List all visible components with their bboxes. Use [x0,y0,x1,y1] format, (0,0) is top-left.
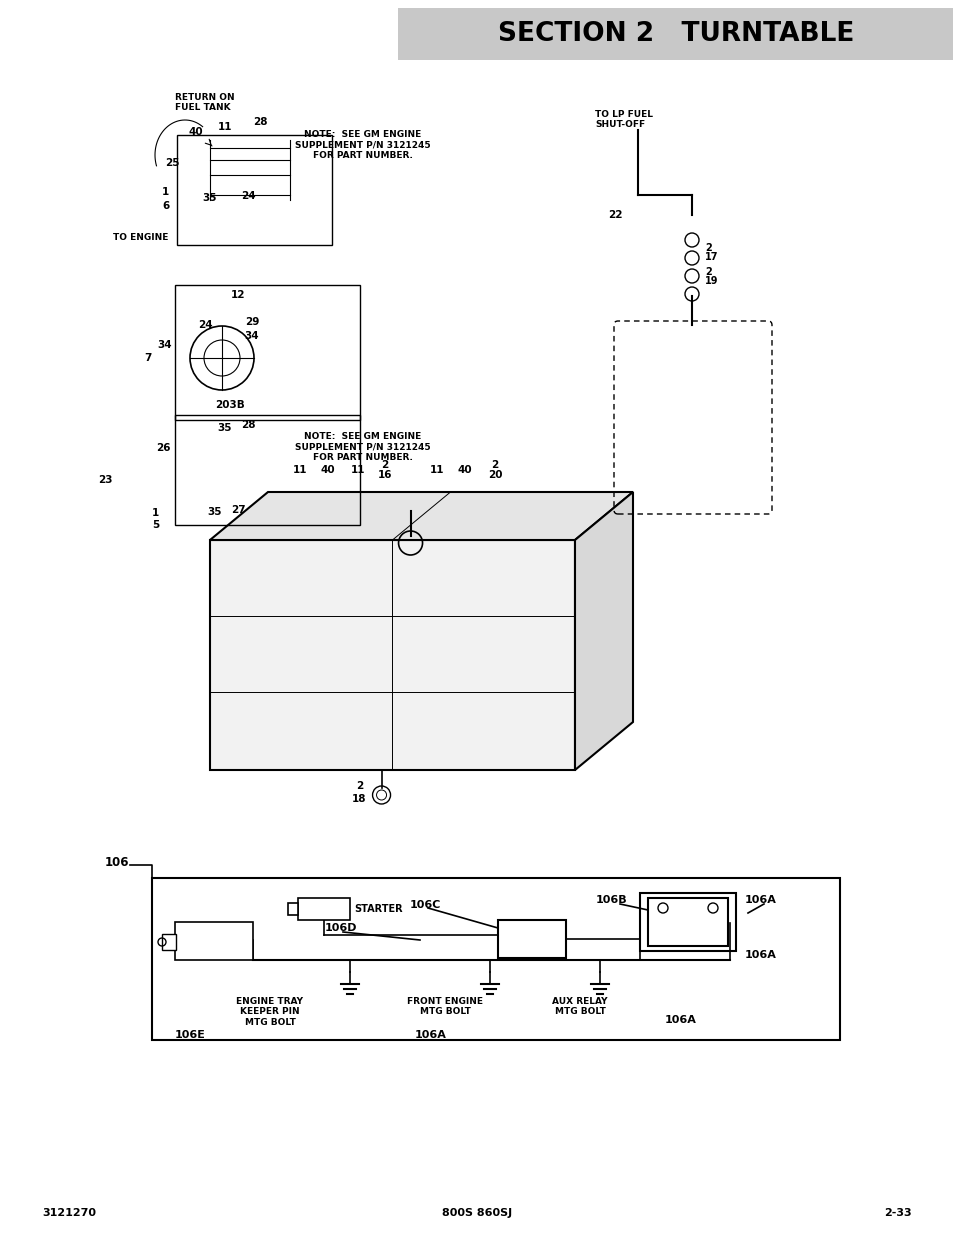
Bar [647,898,727,946]
Text: 106: 106 [105,856,130,868]
Text: 12: 12 [231,290,245,300]
Text: 34: 34 [157,340,172,350]
Text: BATTERY: BATTERY [663,923,712,932]
Text: TO LP FUEL
SHUT-OFF: TO LP FUEL SHUT-OFF [595,110,652,130]
Text: 11: 11 [217,122,232,132]
Text: 40: 40 [320,466,335,475]
Bar [174,285,359,420]
Text: 7: 7 [144,353,152,363]
Text: 1: 1 [152,508,158,517]
Text: 17: 17 [704,252,718,262]
Text: –: – [710,903,715,913]
Text: FRONT ENGINE
MTG BOLT: FRONT ENGINE MTG BOLT [407,997,482,1016]
Text: 106A: 106A [664,1015,696,1025]
Text: 40: 40 [189,127,203,137]
Bar [174,415,359,525]
Bar [177,135,332,245]
Text: 1: 1 [161,186,169,198]
Bar [288,903,297,915]
Text: 2: 2 [704,243,711,253]
Text: STARTER: STARTER [354,904,402,914]
Text: 2: 2 [491,459,498,471]
Bar [174,923,253,960]
Text: 22: 22 [607,210,621,220]
Text: NOTE:  SEE GM ENGINE
SUPPLEMENT P/N 3121245
FOR PART NUMBER.: NOTE: SEE GM ENGINE SUPPLEMENT P/N 31212… [294,130,430,159]
Text: 106D: 106D [325,923,357,932]
Bar [152,878,840,1040]
Text: 19: 19 [704,275,718,287]
Text: 2: 2 [381,459,388,471]
Text: RETURN ON
FUEL TANK: RETURN ON FUEL TANK [174,93,234,112]
Text: 106A: 106A [744,950,776,960]
Text: AUX RELAY
MTG BOLT: AUX RELAY MTG BOLT [552,997,607,1016]
Text: 40: 40 [457,466,472,475]
Text: 29: 29 [245,317,259,327]
Text: 28: 28 [253,117,267,127]
Text: 20: 20 [487,471,501,480]
Text: +: + [659,903,666,913]
Bar [497,920,565,958]
Text: 16: 16 [377,471,392,480]
Text: SECTION 2   TURNTABLE: SECTION 2 TURNTABLE [497,21,853,47]
Text: 11: 11 [429,466,444,475]
Text: 28: 28 [240,420,255,430]
Text: 24: 24 [197,320,213,330]
Text: 800S 860SJ: 800S 860SJ [441,1208,512,1218]
Text: 106C: 106C [410,900,441,910]
Text: 27: 27 [231,505,245,515]
Text: 23: 23 [97,475,112,485]
Text: 3121270: 3121270 [42,1208,96,1218]
Bar [397,7,953,61]
Text: 35: 35 [217,424,232,433]
Text: ENGINE TRAY
KEEPER PIN
MTG BOLT: ENGINE TRAY KEEPER PIN MTG BOLT [236,997,303,1026]
Text: 6: 6 [162,201,170,211]
Text: 203B: 203B [214,400,245,410]
Text: AUX POWER
PUMP: AUX POWER PUMP [183,931,245,951]
Text: NOTE:  SEE GM ENGINE
SUPPLEMENT P/N 3121245
FOR PART NUMBER.: NOTE: SEE GM ENGINE SUPPLEMENT P/N 31212… [294,432,430,462]
Polygon shape [575,492,633,769]
Text: 2: 2 [704,267,711,277]
Text: 2-33: 2-33 [883,1208,911,1218]
Text: 18: 18 [352,794,366,804]
Text: 106A: 106A [415,1030,446,1040]
Text: 35: 35 [208,508,222,517]
Polygon shape [210,492,633,540]
Text: AUX POWER
RELAY: AUX POWER RELAY [500,929,562,948]
Text: 11: 11 [351,466,365,475]
Text: 34: 34 [244,331,259,341]
Polygon shape [210,540,575,769]
Text: 25: 25 [165,158,179,168]
Bar [162,934,175,950]
Text: TO ENGINE: TO ENGINE [112,232,168,242]
Text: 106A: 106A [744,895,776,905]
Text: 106B: 106B [596,895,627,905]
Bar [639,893,735,951]
Text: 11: 11 [293,466,307,475]
Text: 35: 35 [203,193,217,203]
Bar [297,898,350,920]
Text: 26: 26 [155,443,170,453]
Text: 5: 5 [152,520,159,530]
Text: 106E: 106E [174,1030,206,1040]
Text: 2: 2 [355,781,363,790]
Text: 24: 24 [240,191,255,201]
